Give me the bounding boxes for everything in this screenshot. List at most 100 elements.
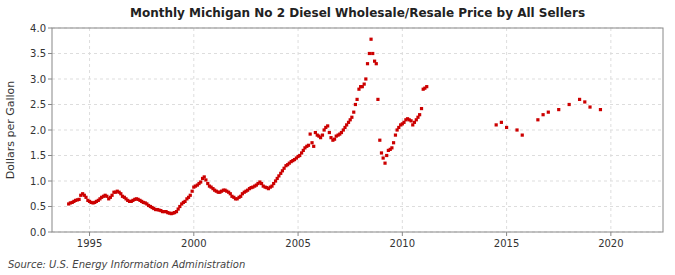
point: [333, 138, 336, 141]
point: [583, 100, 586, 103]
point: [368, 52, 371, 55]
y-axis-label: Dollars per Gallon: [4, 81, 17, 180]
y-tick: [48, 104, 52, 105]
point: [309, 132, 312, 135]
point: [350, 116, 353, 119]
point: [355, 98, 358, 101]
point: [375, 62, 378, 65]
plot-frame: [52, 28, 663, 232]
point: [189, 194, 192, 197]
point: [371, 52, 374, 55]
x-tick: [298, 232, 299, 236]
x-tick-label: 2000: [181, 238, 206, 249]
point: [383, 162, 386, 165]
y-tick-label: 0.0: [30, 227, 46, 238]
point: [420, 107, 423, 110]
point: [310, 141, 313, 144]
point: [363, 83, 366, 86]
x-grid-line: [506, 28, 507, 232]
point: [366, 62, 369, 65]
point: [578, 98, 581, 101]
y-tick: [48, 181, 52, 182]
y-tick: [48, 28, 52, 29]
point: [394, 134, 397, 137]
point: [380, 151, 383, 154]
source-note: Source: U.S. Energy Information Administ…: [8, 259, 245, 270]
y-tick-label: 3.0: [30, 74, 46, 85]
y-tick: [48, 79, 52, 80]
x-tick: [89, 232, 90, 236]
point: [354, 103, 357, 106]
point: [326, 124, 329, 127]
point: [376, 98, 379, 101]
y-tick: [48, 53, 52, 54]
axes: 0.00.51.01.52.02.53.03.54.01995200020052…: [30, 23, 623, 250]
y-tick: [48, 130, 52, 131]
point: [385, 154, 388, 157]
point: [78, 198, 81, 201]
x-tick: [402, 232, 403, 236]
point: [321, 134, 324, 137]
y-tick: [48, 206, 52, 207]
point: [382, 156, 385, 159]
point: [425, 85, 428, 88]
y-tick-label: 1.0: [30, 176, 46, 187]
point: [364, 77, 367, 80]
title: Monthly Michigan No 2 Diesel Wholesale/R…: [130, 6, 585, 20]
y-tick: [48, 155, 52, 156]
x-tick-label: 2015: [494, 238, 519, 249]
point: [204, 178, 207, 181]
point: [307, 144, 310, 147]
y-grid-line: [52, 206, 663, 207]
point: [110, 194, 113, 197]
x-grid-line: [193, 28, 194, 232]
point: [568, 103, 571, 106]
point: [392, 141, 395, 144]
y-tick-label: 2.0: [30, 125, 46, 136]
point: [495, 123, 498, 126]
point: [191, 190, 194, 193]
y-tick-label: 4.0: [30, 23, 46, 34]
point: [541, 113, 544, 116]
point: [500, 121, 503, 124]
point: [369, 38, 372, 41]
point: [390, 146, 393, 149]
x-grid-line: [610, 28, 611, 232]
plot-area: [52, 28, 663, 232]
point: [328, 131, 331, 134]
point: [409, 119, 412, 122]
point: [515, 128, 518, 131]
chart: 0.00.51.01.52.02.53.03.54.01995200020052…: [0, 0, 675, 275]
point: [84, 196, 87, 199]
x-tick-label: 2005: [285, 238, 310, 249]
x-grid-line: [402, 28, 403, 232]
y-tick-label: 0.5: [30, 201, 46, 212]
point: [536, 118, 539, 121]
point: [352, 111, 355, 114]
y-tick-label: 2.5: [30, 99, 46, 110]
y-grid-line: [52, 181, 663, 182]
y-grid-line: [52, 79, 663, 80]
point: [418, 113, 421, 116]
y-tick: [48, 232, 52, 233]
x-grid-line: [298, 28, 299, 232]
x-tick-label: 2020: [598, 238, 623, 249]
point: [378, 139, 381, 142]
point: [203, 175, 206, 178]
point: [505, 126, 508, 129]
y-grid-line: [52, 53, 663, 54]
y-grid-line: [52, 155, 663, 156]
points: [67, 38, 602, 216]
point: [521, 134, 524, 137]
x-tick-label: 2010: [390, 238, 415, 249]
grid: [52, 28, 663, 232]
x-tick: [193, 232, 194, 236]
y-grid-line: [52, 104, 663, 105]
x-tick-label: 1995: [77, 238, 102, 249]
x-tick: [610, 232, 611, 236]
point: [199, 180, 202, 183]
point: [588, 105, 591, 108]
y-grid-line: [52, 130, 663, 131]
point: [599, 108, 602, 111]
point: [557, 108, 560, 111]
